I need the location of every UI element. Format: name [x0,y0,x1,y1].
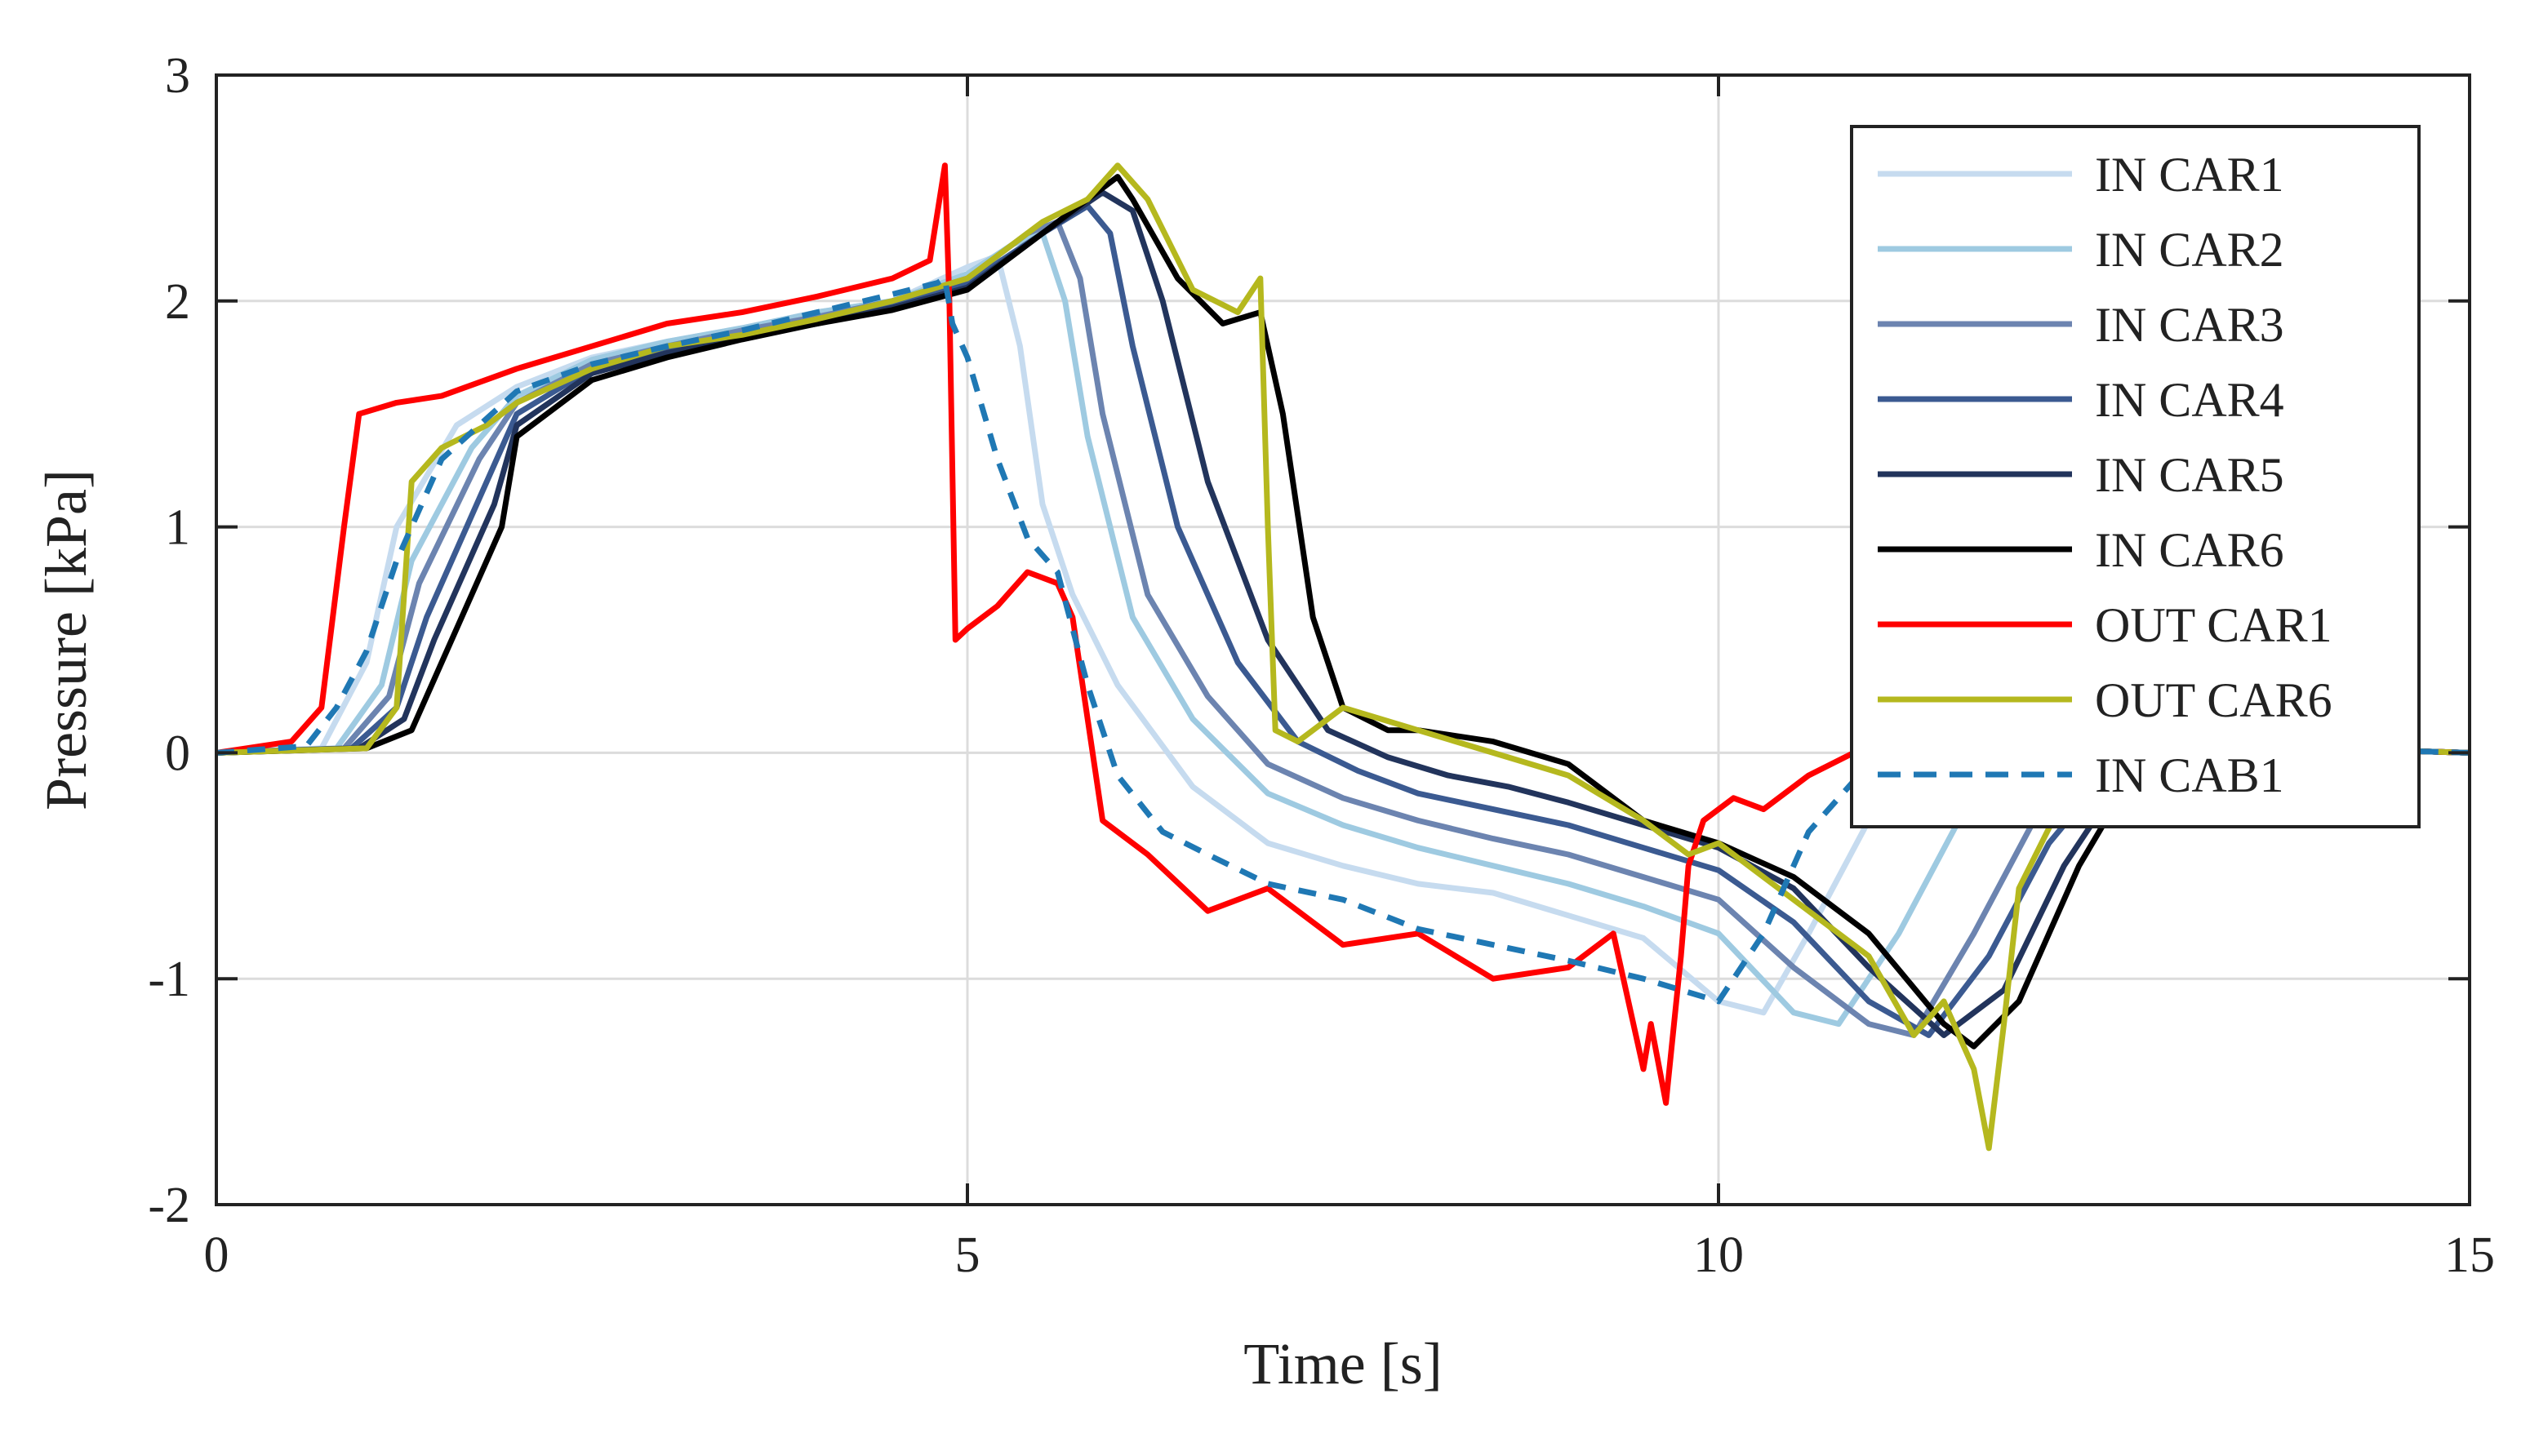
y-tick-label: 1 [165,500,190,556]
series-line-in-car6 [216,174,2470,1050]
y-tick-label: -2 [148,1178,190,1233]
plot-frame [215,73,2471,1206]
legend-label: IN CAB1 [2095,748,2284,802]
x-tick-label: 0 [204,1227,229,1283]
x-tick-label: 5 [955,1227,980,1283]
series-line-in-car5 [216,189,2470,1038]
y-tick-label: 0 [165,726,190,781]
legend-label: IN CAR5 [2095,448,2284,502]
legend-label: IN CAR6 [2095,523,2284,577]
y-tick-label: 3 [165,48,190,104]
legend-label: OUT CAR6 [2095,673,2332,727]
series-line-in-car4 [216,203,2470,1038]
x-tick-label: 10 [1693,1227,1744,1283]
legend-label: IN CAR2 [2095,223,2284,277]
legend-label: IN CAR1 [2095,148,2284,202]
legend: IN CAR1 IN CAR2 IN CAR3 IN CAR4 IN CAR5 IN CA… [1850,125,2421,828]
series-line-out-car6 [216,162,2470,1152]
axis-ticks: 0 5 10 15 -2 -1 0 1 2 3 [148,48,2495,1283]
y-tick-label: -1 [148,952,190,1007]
legend-label: IN CAR4 [2095,373,2284,427]
series-line-in-car2 [216,230,2470,1028]
legend-label: OUT CAR1 [2095,598,2332,652]
legend-label: IN CAR3 [2095,298,2284,352]
y-tick-label: 2 [165,274,190,330]
x-axis-title: Time [s] [1243,1331,1442,1396]
y-axis-title: Pressure [kPa] [33,469,99,810]
x-tick-label: 15 [2444,1227,2495,1283]
